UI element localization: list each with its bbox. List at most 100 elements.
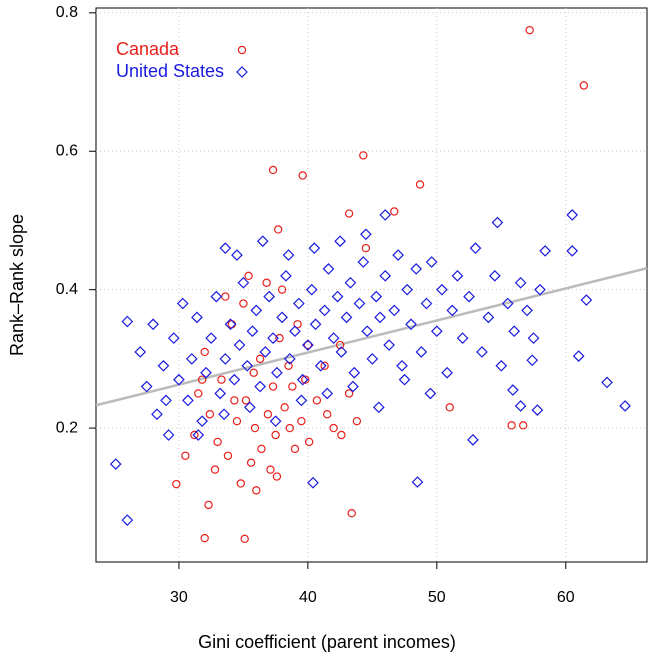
point-circle — [507, 421, 516, 430]
point-circle — [266, 465, 275, 474]
point-diamond — [388, 304, 401, 317]
point-diamond — [308, 242, 321, 254]
point-diamond — [283, 353, 296, 365]
point-diamond — [392, 249, 404, 261]
point-diamond — [243, 401, 256, 414]
point-circle — [297, 416, 306, 426]
x-axis-label: Gini coefficient (parent incomes) — [198, 632, 456, 652]
point-diamond — [160, 394, 172, 407]
y-axis-label: Rank–Rank slope — [7, 214, 27, 356]
point-diamond — [214, 387, 227, 400]
y-tick-label: 0.8 — [56, 4, 78, 21]
point-diamond — [347, 380, 359, 393]
point-diamond — [182, 394, 194, 407]
point-circle — [285, 423, 295, 433]
point-circle — [249, 368, 258, 377]
point-diamond — [173, 373, 185, 386]
point-circle — [210, 465, 220, 474]
point-circle — [194, 389, 203, 398]
x-tick-label: 50 — [428, 589, 446, 606]
point-circle — [257, 444, 266, 454]
point-diamond — [276, 311, 288, 324]
point-diamond — [147, 318, 159, 331]
point-diamond — [451, 269, 464, 282]
point-circle — [361, 243, 371, 253]
point-diamond — [191, 311, 203, 324]
point-circle — [579, 81, 589, 90]
point-diamond — [331, 290, 344, 303]
point-diamond — [292, 297, 305, 310]
point-circle — [263, 410, 273, 419]
point-diamond — [309, 318, 322, 331]
point-circle — [344, 389, 354, 398]
point-diamond — [121, 315, 134, 328]
point-diamond — [322, 263, 335, 275]
point-diamond — [430, 325, 443, 338]
legend-marker — [236, 66, 248, 78]
point-diamond — [411, 476, 424, 488]
point-diamond — [151, 408, 163, 421]
point-circle — [298, 171, 307, 180]
point-diamond — [321, 387, 334, 400]
point-diamond — [401, 283, 414, 296]
point-diamond — [366, 353, 379, 365]
point-diamond — [314, 359, 327, 372]
point-diamond — [241, 359, 254, 372]
point-diamond — [259, 346, 272, 358]
y-tick-label: 0.6 — [56, 142, 78, 159]
point-diamond — [318, 304, 331, 317]
x-tick-label: 30 — [170, 589, 188, 606]
legend-label: United States — [116, 61, 224, 81]
point-diamond — [348, 366, 361, 379]
point-diamond — [566, 209, 579, 221]
point-diamond — [219, 353, 232, 365]
point-diamond — [269, 415, 282, 428]
point-diamond — [231, 249, 243, 261]
point-diamond — [436, 283, 448, 296]
point-diamond — [254, 380, 267, 393]
point-diamond — [289, 325, 301, 338]
point-diamond — [446, 304, 459, 317]
point-circle — [337, 430, 346, 440]
point-circle — [252, 486, 261, 495]
point-diamond — [398, 373, 411, 386]
point-diamond — [396, 359, 408, 372]
point-diamond — [267, 332, 279, 344]
point-circle — [293, 320, 302, 329]
point-circle — [236, 479, 246, 488]
point-circle — [352, 416, 362, 426]
point-diamond — [134, 346, 147, 358]
point-diamond — [210, 290, 223, 303]
point-diamond — [218, 408, 230, 421]
point-circle — [239, 299, 248, 308]
point-circle — [290, 444, 300, 454]
point-diamond — [469, 242, 482, 254]
point-circle — [223, 451, 233, 460]
point-diamond — [233, 339, 246, 351]
point-diamond — [482, 311, 495, 324]
point-circle — [275, 333, 284, 343]
point-diamond — [167, 332, 180, 344]
point-circle — [390, 207, 399, 216]
point-circle — [320, 361, 329, 370]
point-circle — [304, 437, 314, 447]
point-diamond — [531, 404, 544, 416]
point-diamond — [572, 350, 585, 362]
point-diamond — [192, 429, 205, 441]
point-circle — [241, 396, 251, 405]
point-circle — [244, 271, 253, 281]
point-circle — [230, 396, 239, 405]
point-diamond — [526, 354, 539, 367]
point-circle — [232, 416, 242, 426]
point-diamond — [157, 359, 170, 372]
point-diamond — [237, 276, 250, 289]
point-diamond — [601, 376, 613, 389]
point-circle — [204, 500, 213, 510]
point-diamond — [224, 318, 237, 331]
point-diamond — [162, 429, 175, 441]
point-circle — [262, 278, 271, 287]
point-diamond — [307, 476, 319, 489]
point-diamond — [219, 242, 232, 254]
point-diamond — [491, 216, 504, 229]
point-circle — [227, 320, 236, 329]
